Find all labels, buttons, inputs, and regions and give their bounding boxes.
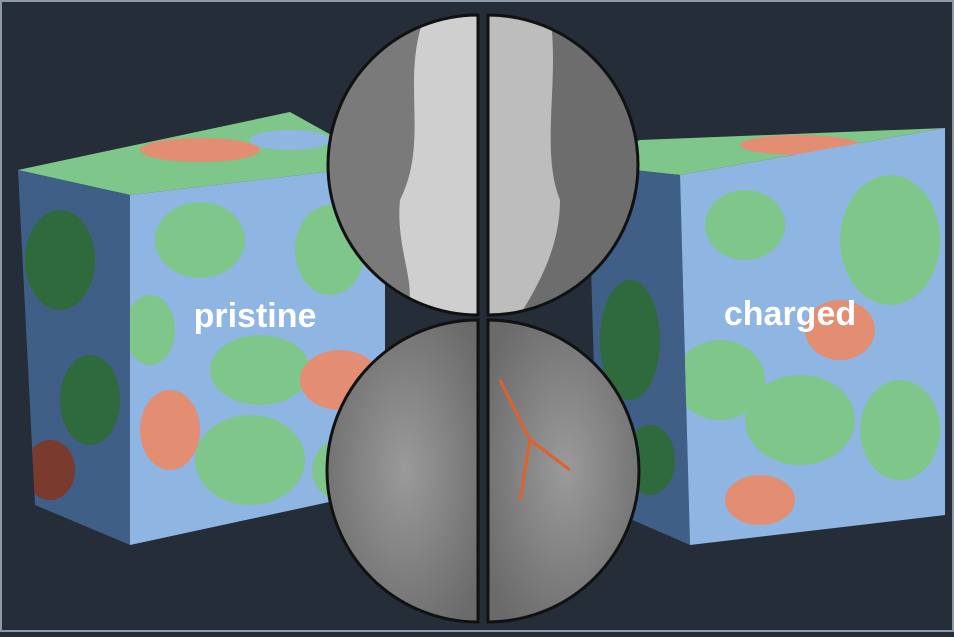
label-pristine: pristine [194, 297, 317, 335]
charged-cube [588, 128, 945, 545]
label-charged: charged [724, 295, 856, 333]
pristine-cube [18, 112, 385, 545]
